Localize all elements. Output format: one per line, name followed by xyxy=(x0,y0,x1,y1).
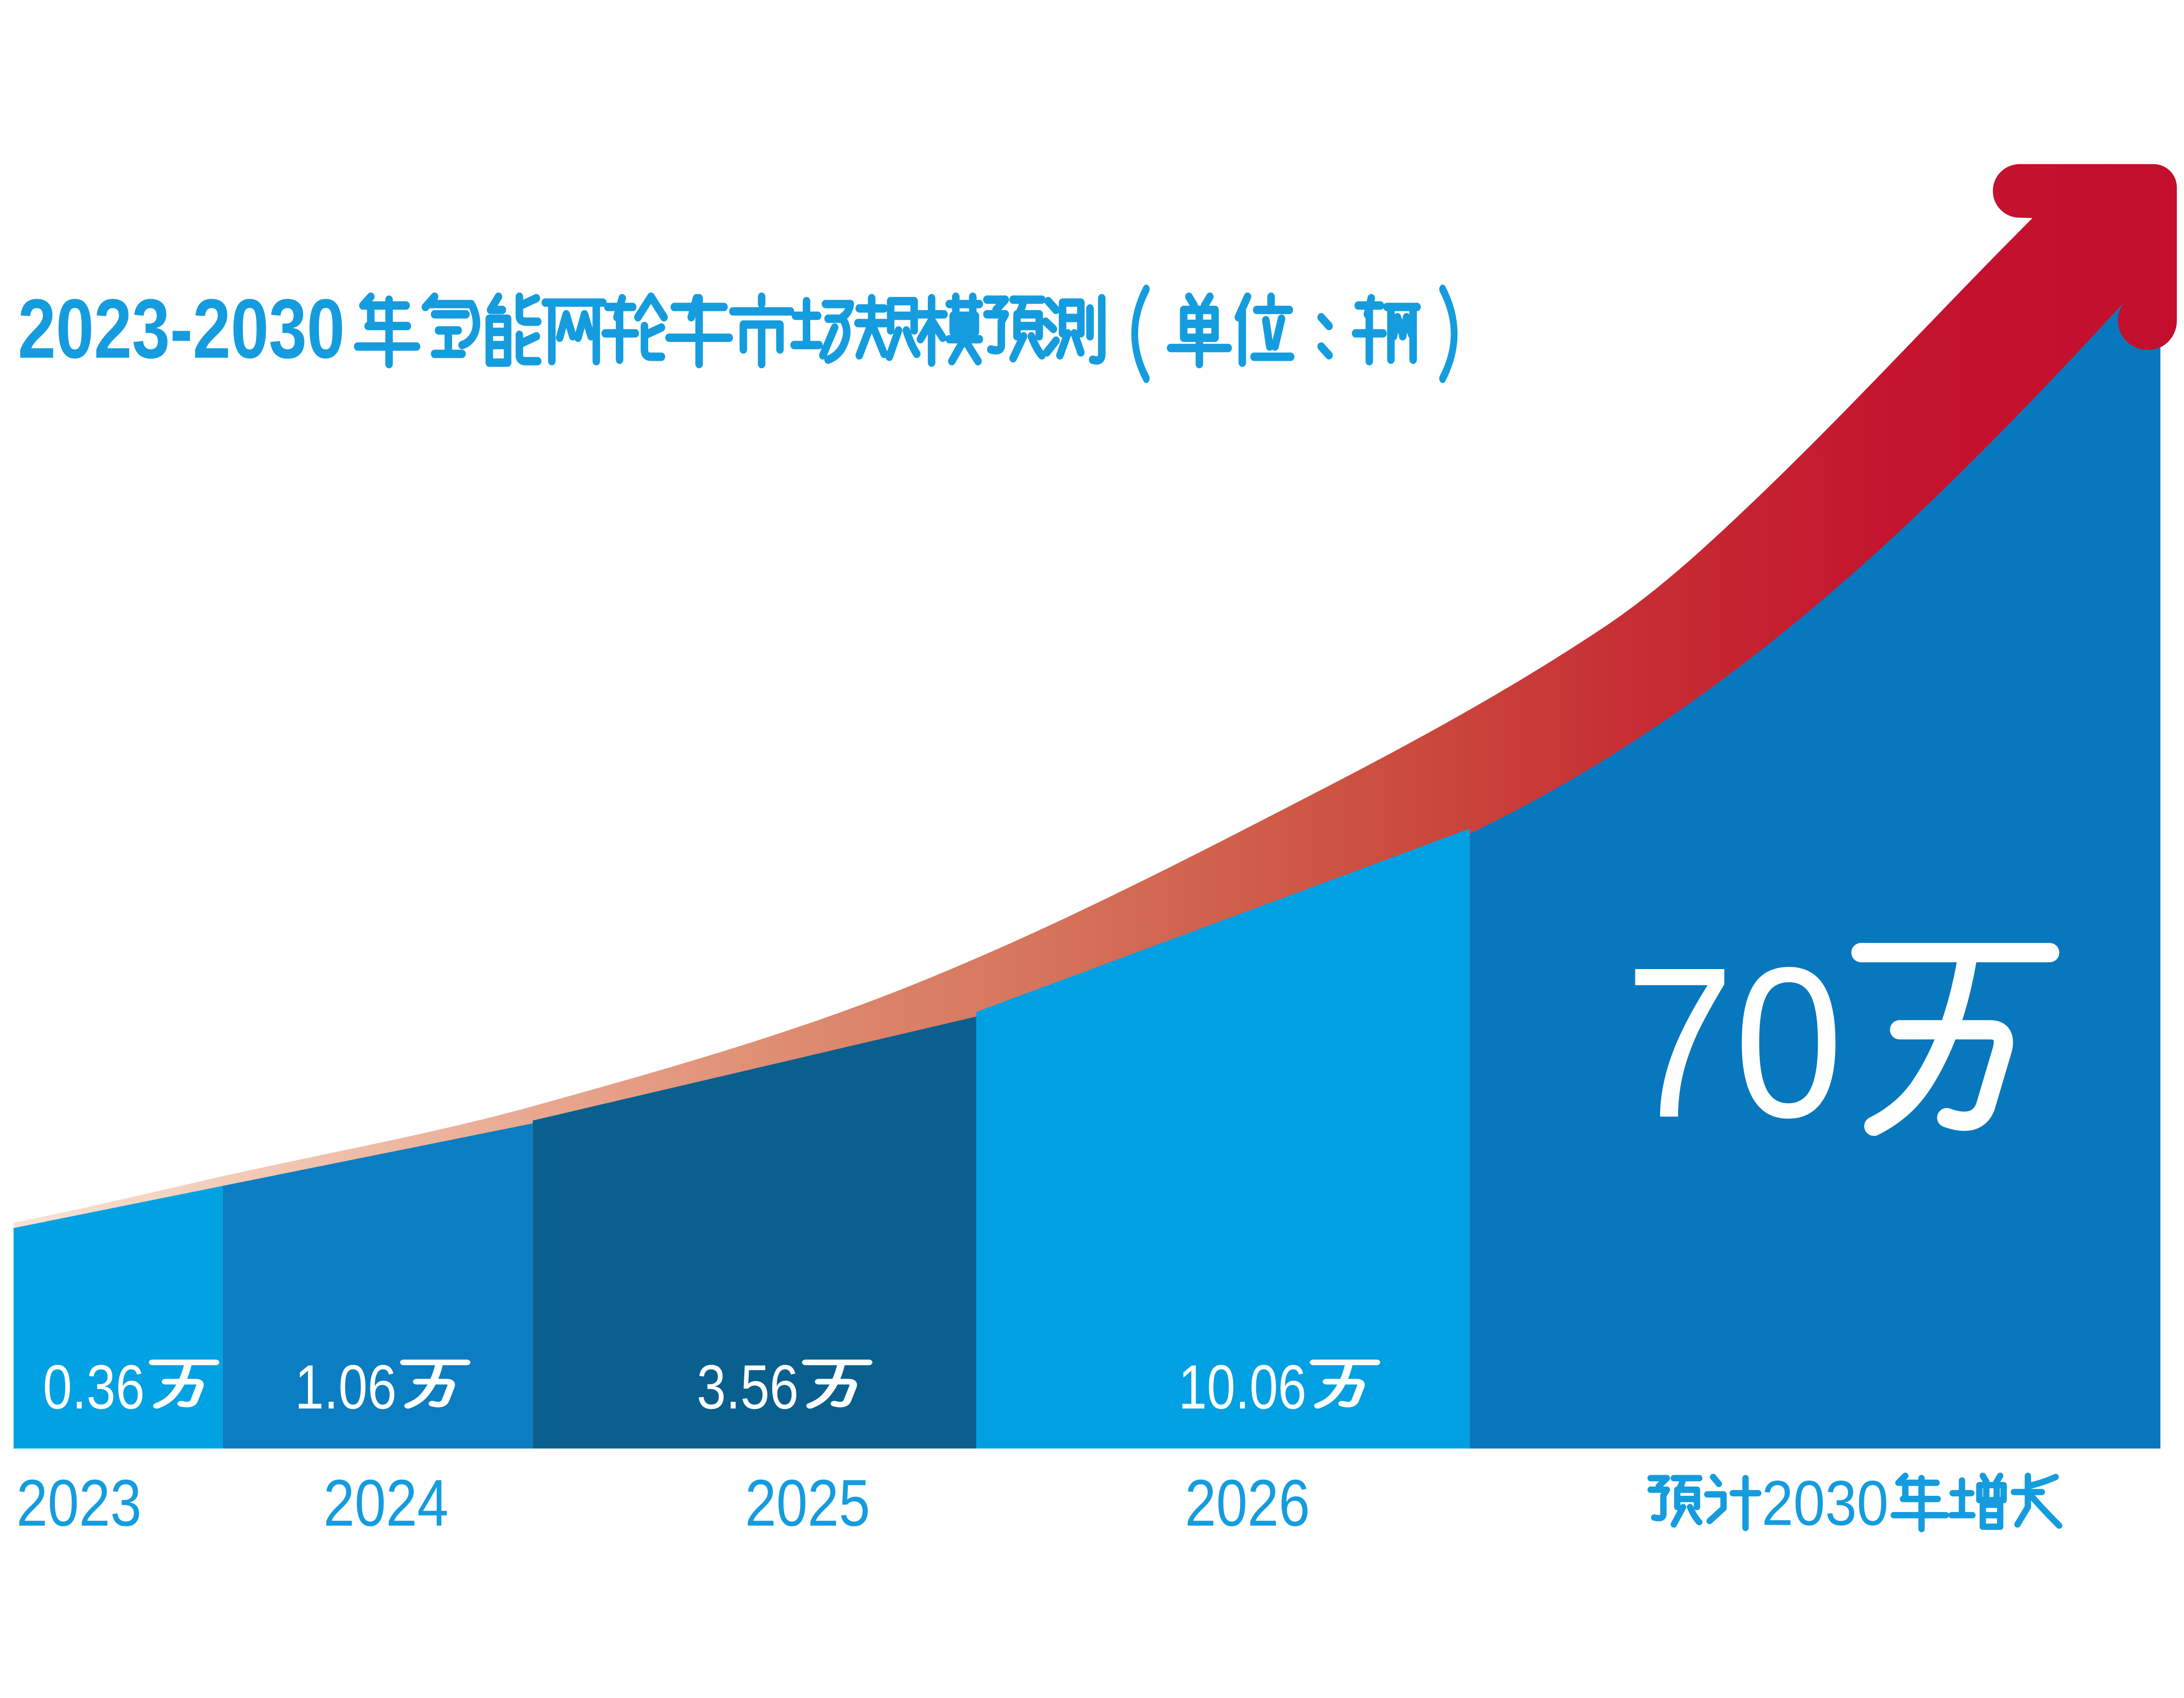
svg-text:70: 70 xyxy=(1625,923,1843,1163)
svg-text:10.06: 10.06 xyxy=(1178,1352,1306,1422)
svg-text:2024: 2024 xyxy=(323,1466,448,1540)
svg-text:0.36: 0.36 xyxy=(43,1352,145,1422)
svg-text:2030: 2030 xyxy=(1762,1467,1888,1539)
svg-text:3.56: 3.56 xyxy=(697,1352,798,1422)
svg-text:2023-2030: 2023-2030 xyxy=(18,281,345,376)
svg-text:2023: 2023 xyxy=(17,1466,142,1540)
svg-text:1.06: 1.06 xyxy=(295,1352,397,1422)
svg-text:2025: 2025 xyxy=(745,1466,870,1540)
svg-text:2026: 2026 xyxy=(1185,1466,1310,1540)
